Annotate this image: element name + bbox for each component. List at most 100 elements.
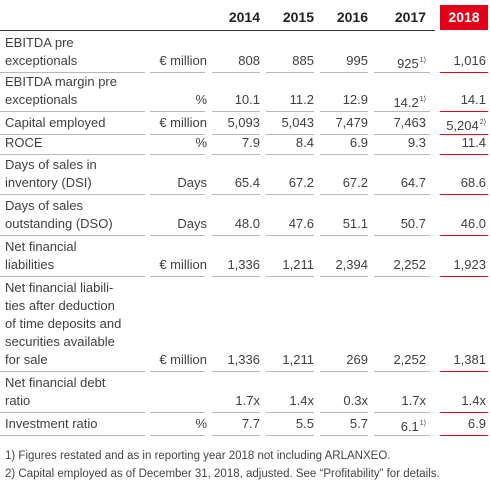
- row-label-line: Capital employed: [5, 115, 106, 130]
- value-2016: 6.9: [318, 134, 368, 152]
- row-divider: [374, 111, 430, 112]
- row-label-line: ties after deduction: [5, 298, 115, 313]
- row-label-line: for sale: [5, 352, 48, 367]
- row-divider: [266, 412, 314, 413]
- value-2014-text: 1,336: [227, 257, 260, 272]
- row-divider: [0, 134, 145, 135]
- value-2014: 1.7x: [210, 392, 260, 410]
- value-2015-text: 5.5: [295, 416, 314, 431]
- unit-cell: %: [145, 415, 207, 433]
- row-divider: [150, 134, 205, 135]
- row-divider-2018: [440, 134, 488, 135]
- value-2016-text: 269: [346, 352, 368, 367]
- unit-cell: € million: [145, 114, 207, 132]
- row-divider: [320, 154, 368, 155]
- value-2016: 51.1: [318, 215, 368, 233]
- footnote-marker: 1): [419, 57, 426, 64]
- value-2017-text: 1.7x: [401, 393, 426, 408]
- unit-cell-text: € million: [159, 115, 207, 130]
- value-2017: 64.7: [370, 174, 426, 192]
- value-2014-text: 1,336: [227, 352, 260, 367]
- row-divider-2018: [440, 371, 488, 372]
- row-label: Investment ratio: [5, 415, 145, 433]
- value-2018-text: 46.0: [460, 216, 486, 231]
- row-divider: [0, 194, 145, 195]
- row-label-line: exceptionals: [5, 53, 78, 68]
- value-2018-text: 1,381: [453, 352, 486, 367]
- row-divider: [374, 435, 430, 436]
- row-label-line: ratio: [5, 393, 31, 408]
- footnote-marker: 2): [479, 119, 486, 126]
- row-divider: [212, 371, 260, 372]
- value-2017-text: 925: [397, 56, 419, 71]
- value-2018: 1.4x: [440, 392, 486, 410]
- value-2014-text: 5,093: [227, 115, 260, 130]
- row-divider: [0, 235, 145, 236]
- value-2017: 6.11): [370, 415, 426, 436]
- value-2014: 7.9: [210, 134, 260, 152]
- row-divider: [212, 412, 260, 413]
- row-divider: [0, 72, 145, 73]
- footnote-marker: 1): [419, 420, 426, 427]
- value-2017: 50.7: [370, 215, 426, 233]
- value-2015: 8.4: [262, 134, 314, 152]
- row-divider: [150, 235, 205, 236]
- row-label: EBITDA pre exceptionals: [5, 34, 145, 70]
- row-divider-2018: [440, 435, 488, 436]
- unit-cell: Days: [145, 174, 207, 192]
- row-divider: [0, 154, 145, 155]
- row-label-line: outstanding (DSO): [5, 216, 113, 231]
- value-2014: 10.1: [210, 91, 260, 109]
- row-label: Net financial liabilities: [5, 238, 145, 274]
- value-2016-text: 51.1: [342, 216, 368, 231]
- value-2016: 995: [318, 52, 368, 70]
- value-2017-text: 2,252: [393, 257, 426, 272]
- year-header-2017: 2017: [394, 9, 426, 25]
- row-divider: [150, 435, 205, 436]
- value-2014-text: 1.7x: [235, 393, 260, 408]
- row-divider: [266, 276, 314, 277]
- row-divider: [212, 154, 260, 155]
- row-divider-2018: [440, 72, 488, 73]
- table-row: Net financial debt ratio 1.7x 1.4x 0.3x 1.7x 1…: [0, 374, 490, 414]
- value-2015-text: 67.2: [288, 175, 314, 190]
- value-2014: 1,336: [210, 256, 260, 274]
- value-2015-text: 1.4x: [289, 393, 314, 408]
- value-2014: 5,093: [210, 114, 260, 132]
- value-2018: 1,016: [440, 52, 486, 70]
- row-label-line: Days of sales in: [5, 157, 97, 172]
- value-2015: 5,043: [262, 114, 314, 132]
- row-divider: [150, 72, 205, 73]
- value-2014-text: 10.1: [234, 92, 260, 107]
- value-2016-text: 67.2: [342, 175, 368, 190]
- value-2017: 7,463: [370, 114, 426, 132]
- year-header-2016: 2016: [336, 9, 368, 25]
- row-label: Capital employed: [5, 114, 145, 132]
- row-divider-2018: [440, 154, 488, 155]
- value-2016: 5.7: [318, 415, 368, 433]
- row-divider: [266, 194, 314, 195]
- value-2016: 67.2: [318, 174, 368, 192]
- value-2014: 48.0: [210, 215, 260, 233]
- value-2017-text: 50.7: [400, 216, 426, 231]
- value-2017-text: 6.1: [400, 419, 419, 434]
- row-divider: [212, 435, 260, 436]
- table-row: Net financial liabili-ties after deducti…: [0, 279, 490, 373]
- unit-cell: € million: [145, 256, 207, 274]
- row-divider: [266, 154, 314, 155]
- year-header-2018-highlight: 2018: [440, 5, 488, 30]
- row-label-line: Net financial: [5, 239, 77, 254]
- value-2015-text: 8.4: [295, 135, 314, 150]
- row-label-line: inventory (DSI): [5, 175, 92, 190]
- value-2016: 2,394: [318, 256, 368, 274]
- row-label-line: ROCE: [5, 135, 43, 150]
- unit-cell-text: Days: [177, 216, 207, 231]
- unit-cell-text: Days: [177, 175, 207, 190]
- value-2018: 68.6: [440, 174, 486, 192]
- table-row: Capital employed € million 5,093 5,043 7,479…: [0, 114, 490, 136]
- value-2015: 1,211: [262, 256, 314, 274]
- value-2018-text: 11.4: [461, 135, 486, 150]
- row-label: EBITDA margin pre exceptionals: [5, 73, 145, 109]
- value-2015: 67.2: [262, 174, 314, 192]
- value-2018-text: 68.6: [460, 175, 486, 190]
